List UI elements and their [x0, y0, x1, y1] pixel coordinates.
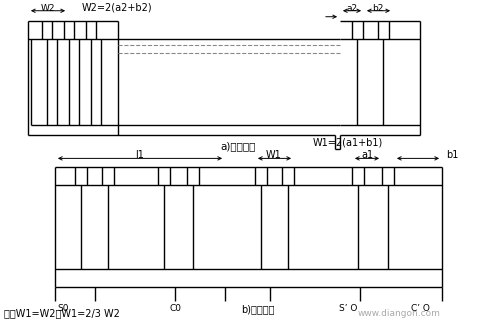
Text: S0: S0: [57, 304, 69, 313]
Text: b)滑尺绕组: b)滑尺绕组: [241, 304, 275, 314]
Text: W1: W1: [266, 150, 282, 160]
Text: W2=2(a2+b2): W2=2(a2+b2): [82, 3, 153, 13]
Text: a1: a1: [361, 150, 373, 160]
Text: l1: l1: [135, 150, 144, 160]
Text: www.diangon.com: www.diangon.com: [358, 309, 441, 318]
Text: b2: b2: [372, 4, 384, 13]
Text: 一般W1=W2或W1=2/3 W2: 一般W1=W2或W1=2/3 W2: [4, 308, 120, 318]
Text: b1: b1: [446, 150, 458, 160]
Text: W1=2(a1+b1): W1=2(a1+b1): [313, 137, 383, 148]
Text: S’ O: S’ O: [339, 304, 357, 313]
Text: C0: C0: [169, 304, 181, 313]
Text: C’ O: C’ O: [410, 304, 430, 313]
Text: a)定尺绕组: a)定尺绕组: [220, 141, 256, 151]
Text: a2: a2: [347, 4, 358, 13]
Text: W2: W2: [41, 4, 55, 13]
